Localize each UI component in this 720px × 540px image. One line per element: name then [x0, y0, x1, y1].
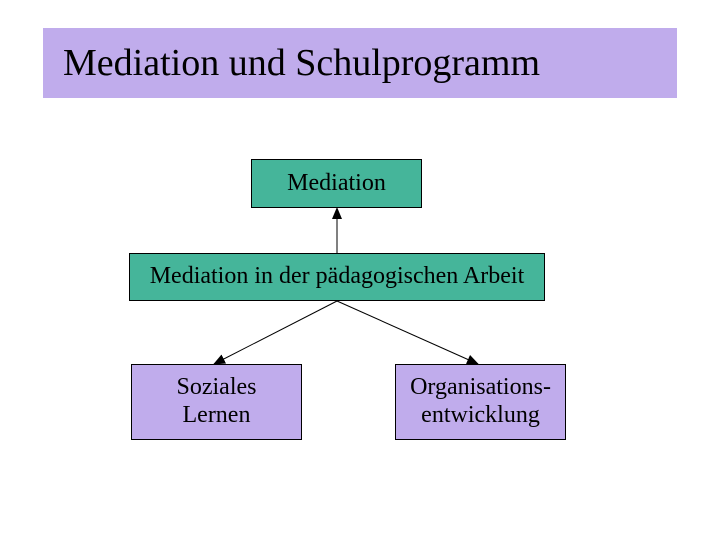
connector-line [337, 301, 478, 364]
node-mediation-paedagogische-arbeit: Mediation in der pädagogischen Arbeit [129, 253, 545, 301]
node-soziales-lernen: Soziales Lernen [131, 364, 302, 440]
node-mediation-arbeit-label: Mediation in der pädagogischen Arbeit [150, 263, 525, 291]
node-mediation: Mediation [251, 159, 422, 208]
node-organisationsentwicklung-label: Organisations- entwicklung [410, 374, 551, 429]
node-mediation-label: Mediation [287, 170, 386, 198]
connector-line [214, 301, 337, 364]
node-organisationsentwicklung: Organisations- entwicklung [395, 364, 566, 440]
slide-title-text: Mediation und Schulprogramm [63, 41, 540, 85]
slide-title-bar: Mediation und Schulprogramm [43, 28, 677, 98]
node-soziales-lernen-label: Soziales Lernen [177, 374, 257, 429]
